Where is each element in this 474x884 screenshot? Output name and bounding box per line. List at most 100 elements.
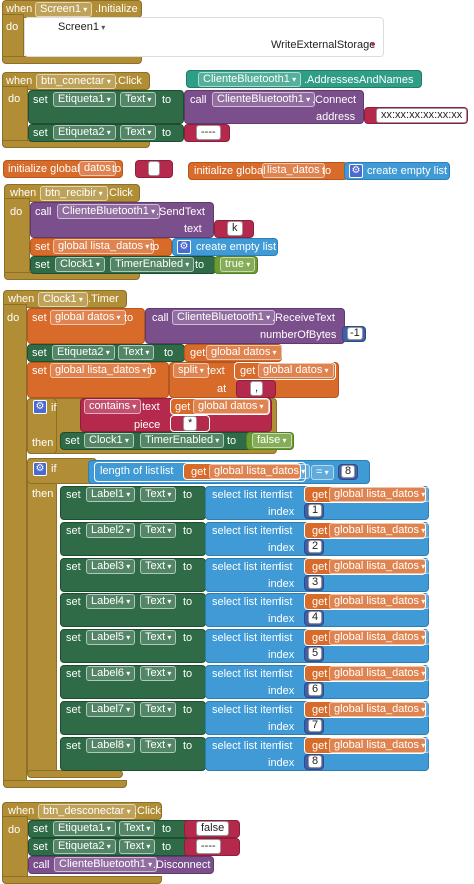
gear-icon[interactable]: ⚙	[33, 400, 47, 414]
kw-set: set	[66, 489, 81, 501]
bytes-value[interactable]: -1	[347, 327, 363, 340]
label-dropdown[interactable]: Label3	[86, 559, 136, 574]
label-dropdown[interactable]: Label4	[86, 594, 136, 609]
property-dropdown[interactable]: Text	[120, 125, 157, 140]
split-at-value[interactable]: ,	[250, 381, 264, 396]
bt-component-dropdown[interactable]: ClienteBluetooth1	[54, 857, 158, 872]
bt-component-dropdown[interactable]: ClienteBluetooth1	[212, 92, 316, 107]
label-dropdown[interactable]: Label6	[86, 666, 136, 681]
property-dropdown[interactable]: Text	[140, 523, 177, 538]
clock-dropdown[interactable]: Clock1	[84, 433, 134, 448]
global-var-dropdown[interactable]: global lista_datos	[329, 523, 431, 538]
bool-dropdown[interactable]: false	[252, 433, 292, 448]
property-dropdown[interactable]: Text	[118, 345, 155, 360]
kw-address: address	[316, 111, 356, 123]
global-var-dropdown[interactable]: global lista_datos	[329, 559, 431, 574]
index-value[interactable]: 8	[308, 755, 323, 768]
kw-set: set	[66, 668, 81, 680]
global-var-dropdown[interactable]: global lista_datos	[329, 738, 431, 753]
send-text-value[interactable]: k	[227, 221, 243, 236]
component-dropdown[interactable]: btn_conectar	[36, 74, 116, 89]
index-value[interactable]: 1	[308, 504, 323, 517]
kw-to: to	[162, 127, 172, 139]
global-var-dropdown[interactable]: global lista_datos	[209, 464, 311, 479]
piece-value[interactable]: *	[183, 416, 198, 431]
index-value[interactable]: 6	[308, 683, 323, 696]
global-var-dropdown[interactable]: global lista_datos	[329, 702, 431, 717]
kw-do: do	[10, 206, 23, 218]
global-var-dropdown[interactable]: global datos	[50, 310, 126, 325]
property-dropdown[interactable]: Text	[140, 738, 177, 753]
property-dropdown[interactable]: Text	[140, 630, 177, 645]
global-name-field[interactable]: lista_datos	[262, 163, 325, 178]
dashes-value[interactable]: ----	[196, 839, 221, 854]
global-var-dropdown[interactable]: global datos	[193, 399, 269, 414]
create-empty-list-block[interactable]	[344, 162, 450, 180]
global-var-dropdown[interactable]: global datos	[258, 363, 334, 378]
property-dropdown[interactable]: Text	[140, 559, 177, 574]
create-empty-list-block[interactable]	[172, 238, 278, 256]
false-text-value[interactable]: false	[196, 821, 230, 836]
label-dropdown[interactable]: Etiqueta2	[52, 345, 115, 360]
label-dropdown[interactable]: Etiqueta1	[53, 821, 116, 836]
length-value[interactable]: 8	[341, 465, 356, 478]
property-dropdown[interactable]: Text	[140, 702, 177, 717]
property-dropdown[interactable]: TimerEnabled	[140, 433, 225, 448]
bool-dropdown[interactable]: true	[220, 257, 256, 272]
global-var-dropdown[interactable]: global lista_datos	[50, 363, 152, 378]
chevron-down-icon[interactable]: ▾	[371, 40, 376, 49]
split-dropdown[interactable]: split	[173, 363, 209, 378]
global-var-dropdown[interactable]: global datos	[206, 345, 282, 360]
label-dropdown[interactable]: Label7	[86, 702, 136, 717]
bt-component-dropdown[interactable]: ClienteBluetooth1	[198, 72, 302, 87]
label-dropdown[interactable]: Etiqueta1	[53, 92, 116, 107]
global-var-dropdown[interactable]: global lista_datos	[329, 666, 431, 681]
property-dropdown[interactable]: Text	[119, 839, 156, 854]
component-dropdown[interactable]: Screen1	[35, 2, 93, 17]
property-dropdown[interactable]: Text	[120, 92, 157, 107]
bt-component-dropdown[interactable]: ClienteBluetooth1	[172, 310, 276, 325]
kw-text: text	[142, 401, 160, 413]
label-dropdown[interactable]: Label8	[86, 738, 136, 753]
gear-icon[interactable]: ⚙	[177, 240, 191, 254]
property-dropdown[interactable]: Text	[140, 666, 177, 681]
index-value[interactable]: 3	[308, 576, 323, 589]
component-dropdown[interactable]: btn_recibir	[40, 186, 108, 201]
component-dropdown[interactable]: btn_desconectar	[38, 804, 136, 819]
property-dropdown[interactable]: Text	[140, 594, 177, 609]
label-dropdown[interactable]: Label1	[86, 487, 136, 502]
contains-dropdown[interactable]: contains	[84, 399, 142, 414]
init-global-datos-block[interactable]	[3, 160, 123, 178]
screen1-dropdown[interactable]: Screen1	[58, 20, 105, 35]
label-dropdown[interactable]: Etiqueta2	[53, 125, 116, 140]
address-value[interactable]: xx:xx:xx:xx:xx:xx	[376, 108, 468, 123]
if-length-block[interactable]	[27, 458, 57, 776]
global-name-field[interactable]: datos	[79, 161, 116, 176]
gear-icon[interactable]: ⚙	[33, 462, 47, 476]
global-var-dropdown[interactable]: global lista_datos	[329, 487, 431, 502]
global-var-dropdown[interactable]: global lista_datos	[329, 630, 431, 645]
kw-to: to	[183, 525, 193, 537]
label-dropdown[interactable]: Label2	[86, 523, 136, 538]
compare-op-dropdown[interactable]: =	[311, 465, 334, 480]
permission-name[interactable]: WriteExternalStorage	[271, 39, 376, 51]
label-dropdown[interactable]: Etiqueta2	[53, 839, 116, 854]
kw-to: to	[183, 596, 193, 608]
bt-component-dropdown[interactable]: ClienteBluetooth1	[57, 204, 161, 219]
index-value[interactable]: 4	[308, 611, 323, 624]
index-value[interactable]: 2	[308, 540, 323, 553]
index-value[interactable]: 7	[308, 719, 323, 732]
global-var-dropdown[interactable]: global lista_datos	[53, 239, 155, 254]
kw-when: when	[8, 293, 35, 305]
component-dropdown[interactable]: Clock1	[38, 292, 88, 307]
global-var-dropdown[interactable]: global lista_datos	[329, 594, 431, 609]
property-dropdown[interactable]: Text	[140, 487, 177, 502]
dashes-value[interactable]: ----	[196, 125, 221, 140]
label-dropdown[interactable]: Label5	[86, 630, 136, 645]
property-dropdown[interactable]: TimerEnabled	[110, 257, 195, 272]
datos-empty-value[interactable]	[148, 161, 160, 176]
property-dropdown[interactable]: Text	[119, 821, 156, 836]
gear-icon[interactable]: ⚙	[349, 164, 363, 178]
index-value[interactable]: 5	[308, 647, 323, 660]
clock-dropdown[interactable]: Clock1	[55, 257, 105, 272]
